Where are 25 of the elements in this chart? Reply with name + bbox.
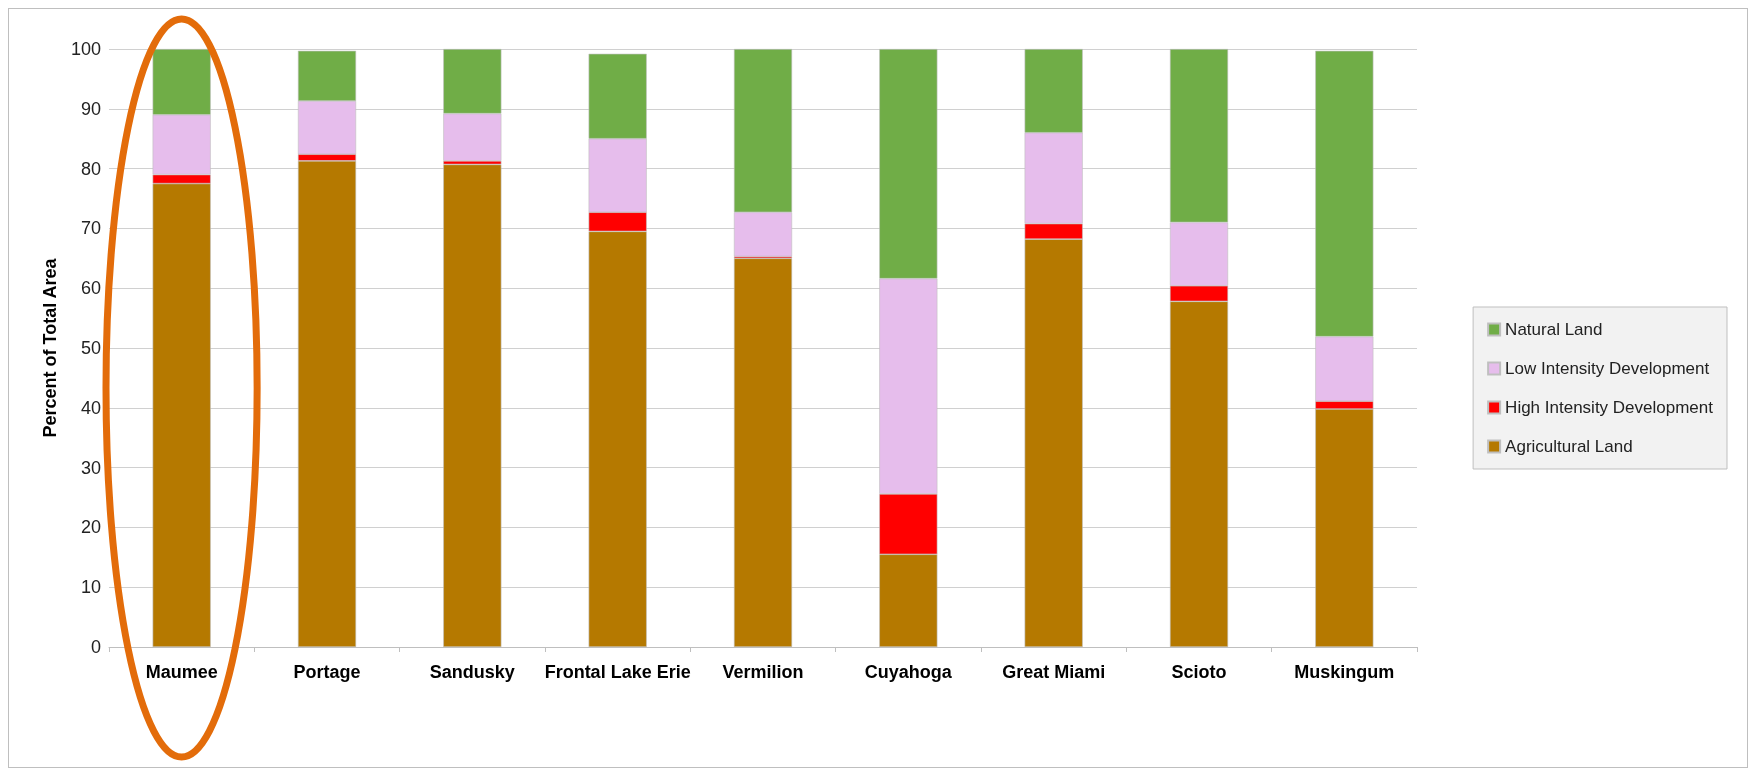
legend-label: Agricultural Land (1505, 437, 1633, 456)
x-tick-label: Maumee (145, 662, 218, 682)
x-tick-label: Scioto (1171, 662, 1227, 682)
y-tick-label: 20 (80, 517, 101, 538)
x-tick-label: Portage (293, 662, 361, 682)
legend-label: High Intensity Development (1505, 398, 1714, 417)
y-tick-label: 10 (80, 577, 101, 598)
legend-label: Natural Land (1505, 320, 1603, 339)
y-tick-label: 0 (90, 637, 101, 657)
x-tick-label: Sandusky (429, 662, 515, 682)
y-tick-label: 80 (80, 158, 101, 179)
x-tick-label: Cuyahoga (864, 662, 953, 682)
y-axis-title: Percent of Total Area (40, 257, 60, 438)
y-tick-label: 70 (80, 218, 101, 239)
x-tick-label: Muskingum (1294, 662, 1395, 682)
y-tick-label: 40 (80, 397, 101, 418)
y-tick-label: 30 (80, 457, 101, 478)
y-tick-label: 90 (80, 98, 101, 119)
y-tick-label: 50 (80, 338, 101, 358)
y-tick-label: 60 (80, 278, 101, 299)
x-tick-label: Vermilion (722, 662, 804, 682)
x-tick-label: Great Miami (1002, 662, 1106, 682)
legend-label: Low Intensity Development (1505, 359, 1710, 378)
y-tick-label: 100 (70, 39, 101, 59)
x-tick-label: Frontal Lake Erie (544, 662, 691, 682)
